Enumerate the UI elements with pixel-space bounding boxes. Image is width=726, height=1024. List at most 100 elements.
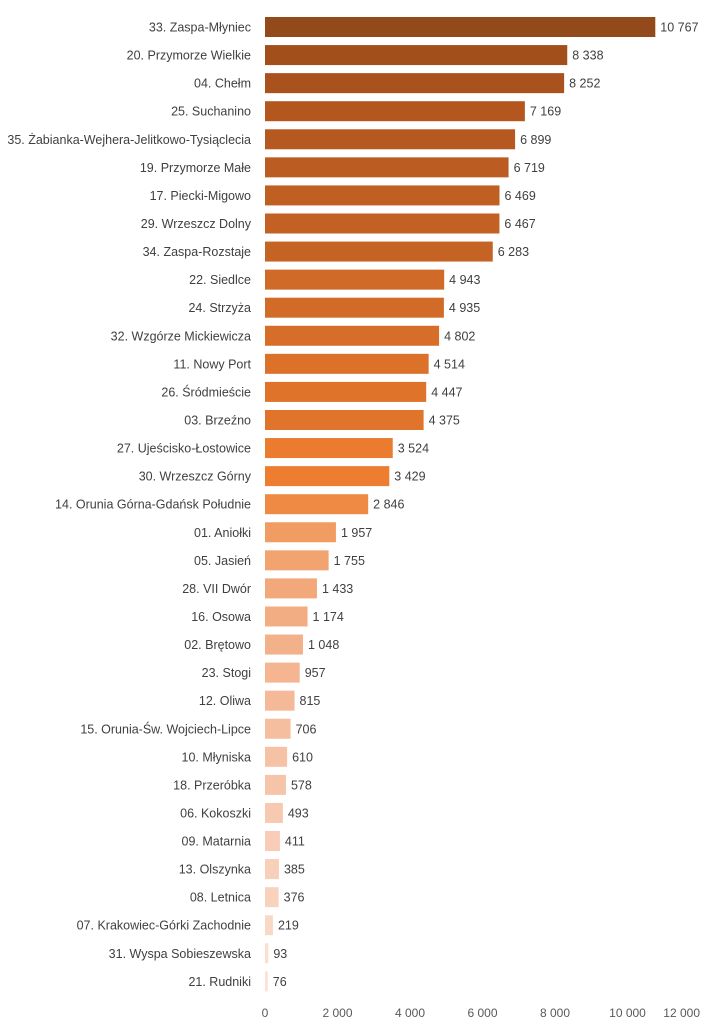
category-label: 16. Osowa: [191, 610, 251, 624]
bar: [265, 438, 393, 459]
value-label: 411: [285, 835, 305, 849]
value-label: 8 252: [569, 77, 600, 91]
value-label: 610: [292, 750, 313, 764]
value-label: 2 846: [373, 498, 404, 512]
bar: [265, 859, 279, 880]
value-label: 10 767: [660, 21, 698, 35]
category-label: 11. Nowy Port: [173, 357, 251, 371]
category-label: 35. Żabianka-Wejhera-Jelitkowo-Tysiąclec…: [7, 133, 251, 147]
category-label: 25. Suchanino: [171, 105, 251, 119]
category-label: 07. Krakowiec-Górki Zachodnie: [77, 919, 251, 933]
value-label: 6 719: [514, 161, 545, 175]
bars-group: [265, 17, 656, 992]
bar: [265, 718, 291, 739]
value-label: 3 524: [398, 442, 429, 456]
value-label: 4 943: [449, 273, 480, 287]
value-label: 706: [296, 722, 317, 736]
bar: [265, 269, 445, 290]
bar: [265, 213, 500, 234]
bar: [265, 690, 295, 711]
category-label: 09. Matarnia: [182, 835, 252, 849]
x-tick-label: 0: [262, 1006, 269, 1020]
value-label: 6 467: [504, 217, 535, 231]
x-axis-ticks: 0 2 000 4 000 6 000 8 000 10 000 12 000: [262, 1006, 701, 1020]
category-label: 22. Siedlce: [189, 273, 251, 287]
category-label: 10. Młyniska: [182, 750, 252, 764]
value-label: 1 957: [341, 526, 372, 540]
bar: [265, 943, 269, 964]
bar: [265, 578, 317, 599]
category-label: 30. Wrzeszcz Górny: [139, 470, 252, 484]
value-label: 4 447: [431, 385, 462, 399]
category-label: 23. Stogi: [202, 666, 251, 680]
x-tick-label: 12 000: [663, 1006, 700, 1020]
value-label: 6 283: [498, 245, 529, 259]
value-label: 3 429: [394, 470, 425, 484]
category-label: 04. Chełm: [194, 77, 251, 91]
value-label: 578: [291, 778, 312, 792]
category-label: 27. Ujeścisko-Łostowice: [117, 442, 251, 456]
value-label: 8 338: [572, 49, 603, 63]
bar: [265, 606, 308, 627]
category-label: 05. Jasień: [194, 554, 251, 568]
value-label: 957: [305, 666, 326, 680]
value-label: 385: [284, 863, 305, 877]
bar: [265, 802, 283, 823]
category-label: 33. Zaspa-Młyniec: [149, 21, 251, 35]
x-tick-label: 6 000: [467, 1006, 497, 1020]
bar: [265, 662, 300, 683]
category-label: 14. Orunia Górna-Gdańsk Południe: [55, 498, 251, 512]
category-label: 34. Zaspa-Rozstaje: [143, 245, 251, 259]
bar: [265, 522, 336, 543]
bar: [265, 409, 424, 430]
category-label: 02. Brętowo: [184, 638, 251, 652]
value-label: 815: [300, 694, 321, 708]
value-label: 4 802: [444, 329, 475, 343]
bar: [265, 353, 429, 374]
category-label: 15. Orunia-Św. Wojciech-Lipce: [80, 721, 251, 736]
bar: [265, 17, 656, 37]
bar: [265, 381, 427, 402]
value-label: 7 169: [530, 105, 561, 119]
x-tick-label: 8 000: [540, 1006, 570, 1020]
value-label: 219: [278, 919, 299, 933]
value-label: 4 375: [429, 413, 460, 427]
value-label: 1 755: [334, 554, 365, 568]
category-label: 03. Brzeźno: [184, 413, 251, 427]
bar: [265, 887, 279, 908]
category-label: 17. Piecki-Migowo: [150, 189, 251, 203]
category-label: 01. Aniołki: [194, 526, 251, 540]
category-label: 06. Kokoszki: [180, 806, 251, 820]
x-tick-label: 10 000: [609, 1006, 646, 1020]
category-label: 29. Wrzeszcz Dolny: [141, 217, 252, 231]
value-label: 4 514: [434, 357, 465, 371]
bar: [265, 634, 303, 655]
category-label: 08. Letnica: [190, 891, 251, 905]
bar: [265, 915, 273, 936]
category-label: 12. Oliwa: [199, 694, 251, 708]
bar: [265, 831, 280, 852]
category-label: 20. Przymorze Wielkie: [127, 49, 251, 63]
bar: [265, 241, 493, 262]
bar: [265, 466, 390, 487]
x-tick-label: 2 000: [322, 1006, 352, 1020]
category-label: 24. Strzyża: [188, 301, 251, 315]
bar: [265, 157, 509, 178]
bar: [265, 101, 525, 122]
value-label: 376: [284, 891, 305, 905]
category-label: 32. Wzgórze Mickiewicza: [111, 329, 251, 343]
value-label: 4 935: [449, 301, 480, 315]
bar: [265, 774, 286, 795]
x-tick-label: 4 000: [395, 1006, 425, 1020]
bar: [265, 746, 288, 767]
category-label: 13. Olszynka: [179, 863, 251, 877]
value-label: 76: [273, 975, 287, 989]
bar: [265, 325, 440, 346]
category-label: 28. VII Dwór: [182, 582, 251, 596]
bar: [265, 45, 568, 66]
value-label: 493: [288, 806, 309, 820]
value-label: 1 048: [308, 638, 339, 652]
value-label: 93: [273, 947, 287, 961]
bar: [265, 550, 329, 571]
